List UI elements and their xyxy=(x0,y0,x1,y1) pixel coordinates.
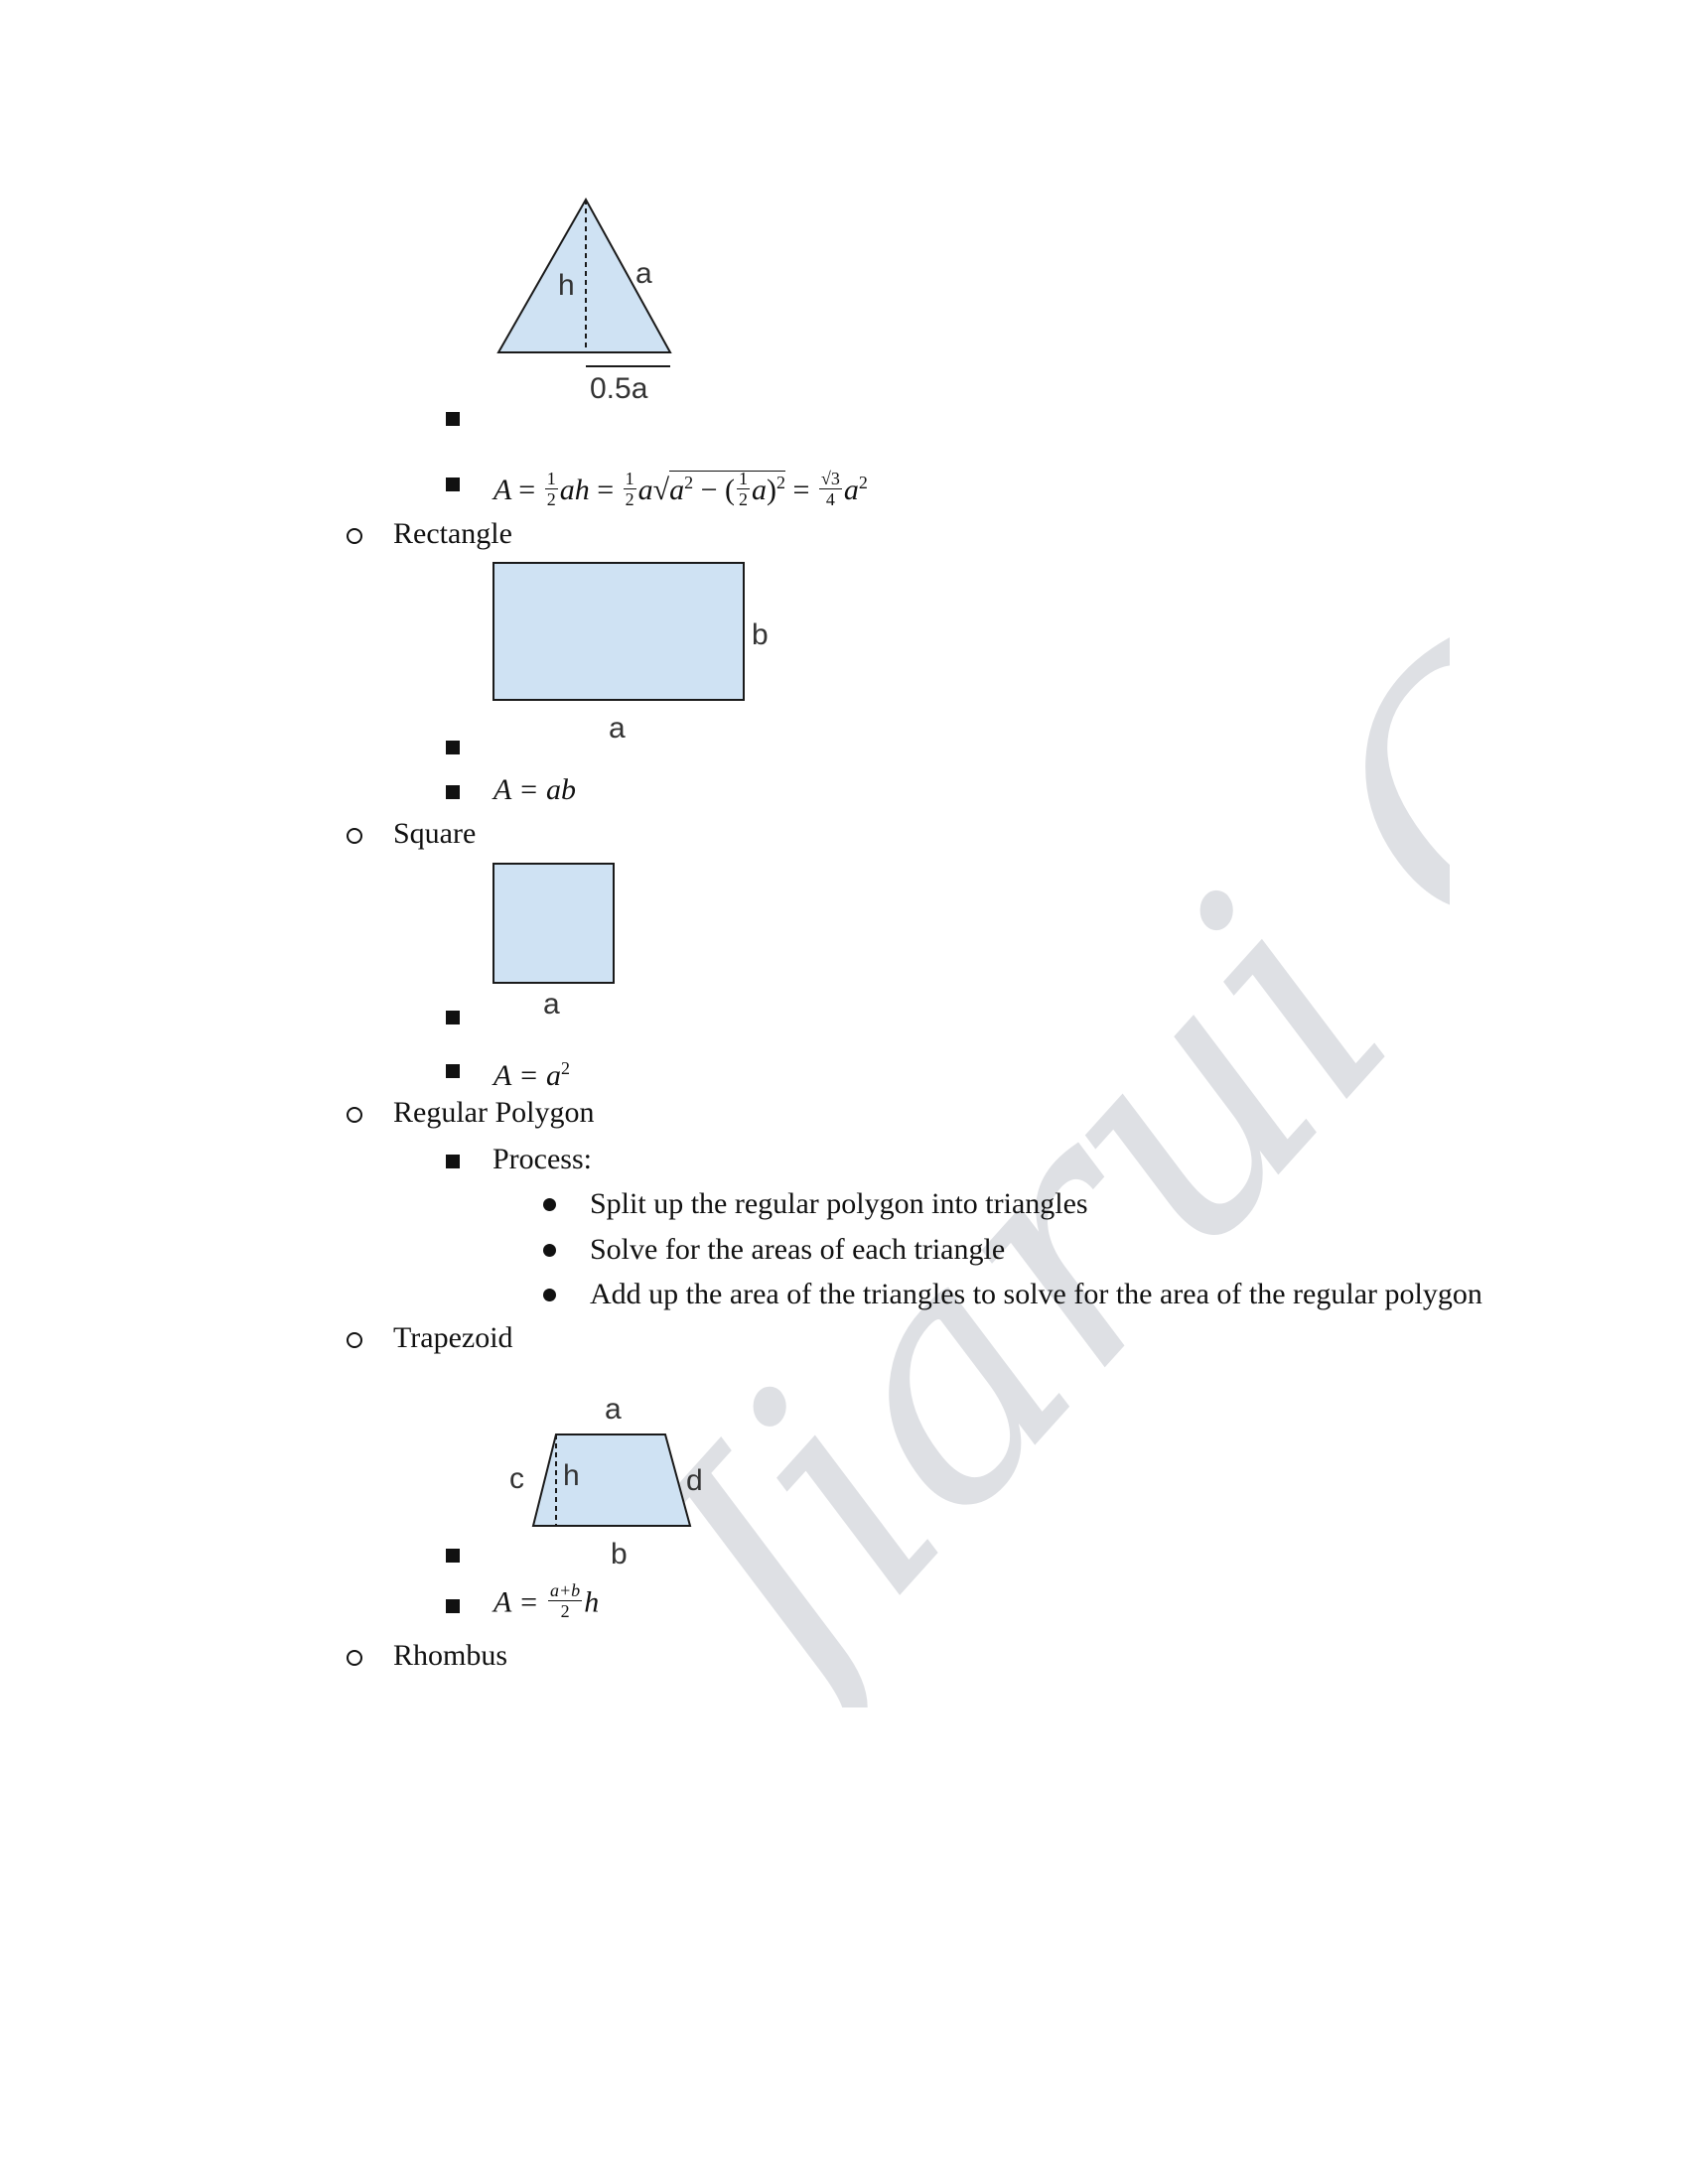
square-bullet xyxy=(446,412,460,426)
heading-rhombus: Rhombus xyxy=(393,1639,508,1672)
square-area-formula: A = a2 xyxy=(493,1058,571,1092)
circle-bullet xyxy=(347,1107,362,1123)
triangle-label-h: h xyxy=(558,269,575,302)
rectangle-area-formula: A = ab xyxy=(493,773,577,806)
dot-bullet xyxy=(543,1244,556,1257)
trapezoid-figure: a c h d b xyxy=(509,1393,703,1570)
square-bullet xyxy=(446,478,460,491)
process-step: Add up the area of the triangles to solv… xyxy=(590,1278,1482,1310)
dot-bullet xyxy=(543,1289,556,1301)
trapezoid-label-c: c xyxy=(509,1462,524,1495)
equilateral-triangle-figure: h a 0.5a xyxy=(496,197,672,405)
heading-square: Square xyxy=(393,817,477,850)
square-bullet xyxy=(446,1599,460,1613)
triangle-shape xyxy=(496,197,672,353)
triangle-area-formula: A = 1 2 ah = 1 2 a√a2 − (1 2 a)2 = √3 4 a2 xyxy=(493,468,868,509)
fraction-sqrt3-over-4: √3 4 xyxy=(818,468,842,509)
square-bullet xyxy=(446,1064,460,1078)
process-step: Split up the regular polygon into triang… xyxy=(590,1187,1088,1220)
fraction-a-plus-b-over-2: a+b 2 xyxy=(548,1580,583,1621)
trapezoid-label-d: d xyxy=(686,1464,703,1497)
trapezoid-label-h: h xyxy=(563,1459,580,1492)
process-step: Solve for the areas of each triangle xyxy=(590,1233,1006,1266)
circle-bullet xyxy=(347,1332,362,1348)
square-bullet xyxy=(446,1549,460,1563)
rectangle-shape xyxy=(492,562,745,701)
rectangle-label-b: b xyxy=(752,618,769,651)
trapezoid-area-formula: A = a+b 2 h xyxy=(493,1580,600,1621)
process-label: Process: xyxy=(492,1143,592,1175)
heading-rectangle: Rectangle xyxy=(393,517,512,550)
triangle-label-base: 0.5a xyxy=(590,372,648,405)
square-label-a: a xyxy=(543,988,560,1021)
heading-trapezoid: Trapezoid xyxy=(393,1321,513,1354)
circle-bullet xyxy=(347,528,362,544)
rectangle-figure: b a xyxy=(492,562,769,745)
square-bullet xyxy=(446,741,460,754)
square-bullet xyxy=(446,785,460,799)
square-shape xyxy=(492,863,615,984)
trapezoid-label-a: a xyxy=(605,1393,622,1426)
triangle-label-a: a xyxy=(635,257,652,290)
circle-bullet xyxy=(347,828,362,844)
square-bullet xyxy=(446,1155,460,1168)
rectangle-label-a: a xyxy=(609,712,626,745)
trapezoid-label-b: b xyxy=(611,1538,628,1570)
square-figure: a xyxy=(492,863,615,1021)
heading-regular-polygon: Regular Polygon xyxy=(393,1096,595,1129)
square-bullet xyxy=(446,1011,460,1024)
circle-bullet xyxy=(347,1650,362,1666)
dot-bullet xyxy=(543,1198,556,1211)
trapezoid-shape xyxy=(531,1433,692,1527)
